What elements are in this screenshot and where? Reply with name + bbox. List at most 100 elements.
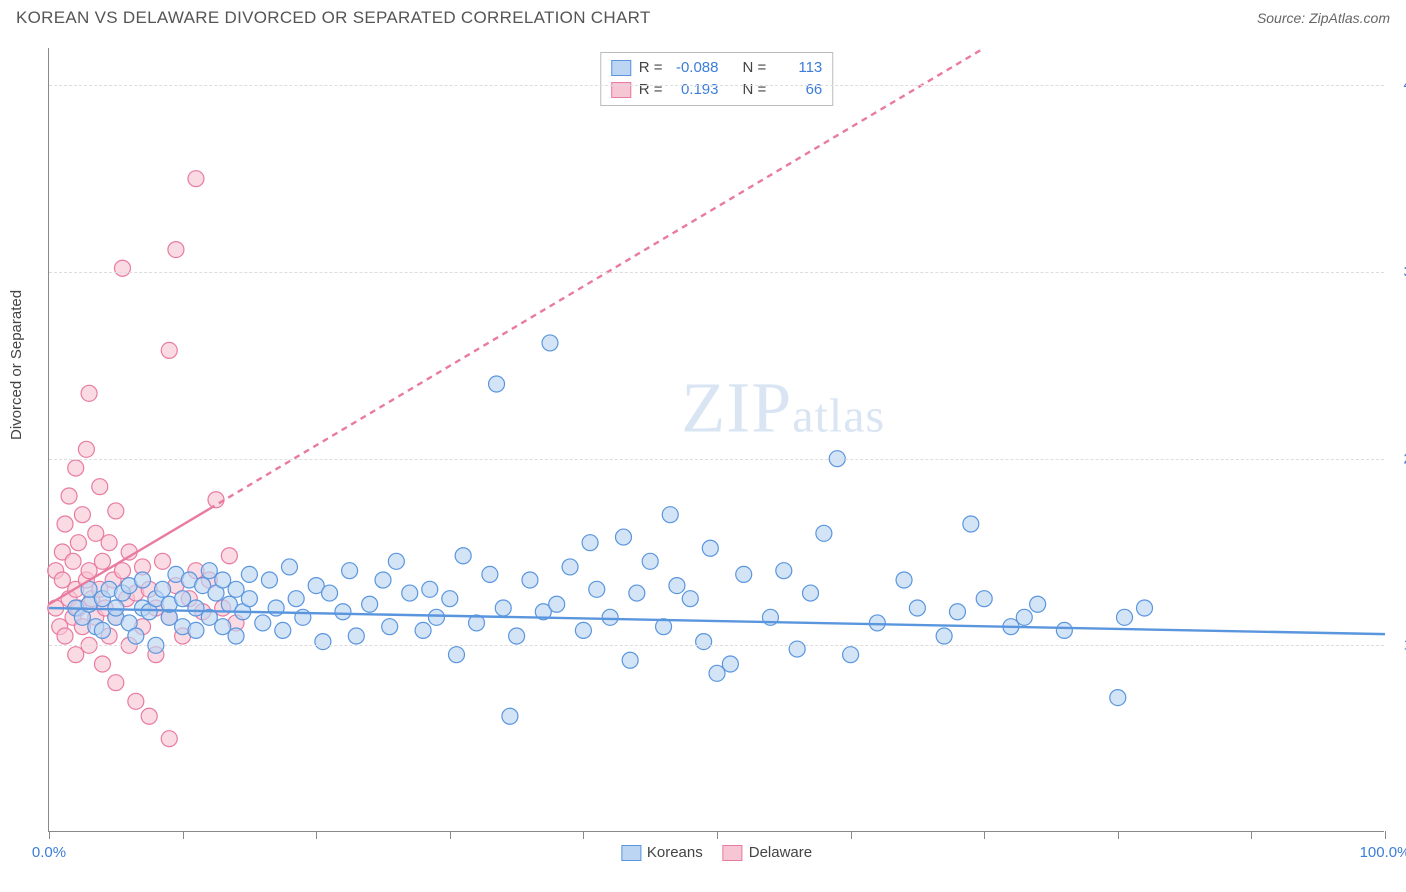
scatter-point [101,535,117,551]
scatter-point [54,572,70,588]
scatter-point [342,563,358,579]
scatter-point [275,622,291,638]
scatter-point [281,559,297,575]
y-axis-label: Divorced or Separated [8,290,25,440]
scatter-point [949,604,965,620]
xtick [316,831,317,839]
legend-label-pink: Delaware [749,844,812,861]
xtick [450,831,451,839]
legend-top-box: R = -0.088 N = 113 R = 0.193 N = 66 [600,52,834,106]
scatter-point [288,591,304,607]
scatter-point [1110,690,1126,706]
scatter-point [669,578,685,594]
legend-swatch-blue-icon [621,845,641,861]
scatter-point [241,591,257,607]
scatter-point [114,260,130,276]
xtick [1251,831,1252,839]
xtick [851,831,852,839]
scatter-point [228,628,244,644]
scatter-point [94,656,110,672]
source-label: Source: [1257,10,1309,26]
chart-plot-area: ZIPatlas R = -0.088 N = 113 R = 0.193 N … [48,48,1384,832]
scatter-point [936,628,952,644]
ytick-label: 10.0% [1392,637,1406,654]
scatter-point [702,540,718,556]
scatter-point [722,656,738,672]
scatter-point [261,572,277,588]
scatter-point [1116,609,1132,625]
scatter-point [241,566,257,582]
scatter-point [335,604,351,620]
n-label: N = [743,79,767,101]
scatter-point [92,479,108,495]
scatter-point [221,548,237,564]
scatter-point [803,585,819,601]
scatter-point [382,619,398,635]
xtick [183,831,184,839]
scatter-point [74,507,90,523]
legend-row-pink: R = 0.193 N = 66 [611,79,823,101]
scatter-point [215,572,231,588]
scatter-point [108,503,124,519]
xtick-label: 0.0% [32,844,66,861]
chart-title: KOREAN VS DELAWARE DIVORCED OR SEPARATED… [16,8,651,28]
scatter-point [896,572,912,588]
scatter-point [375,572,391,588]
scatter-point [228,581,244,597]
scatter-point [362,596,378,612]
scatter-point [575,622,591,638]
legend-bottom: Koreans Delaware [621,844,812,861]
scatter-point [629,585,645,601]
scatter-point [348,628,364,644]
scatter-point [602,609,618,625]
scatter-point [482,566,498,582]
scatter-point [168,242,184,258]
scatter-point [662,507,678,523]
legend-swatch-pink-icon [723,845,743,861]
scatter-point [428,609,444,625]
scatter-point [215,619,231,635]
trend-line [209,48,984,509]
gridline-h [49,645,1384,646]
ytick-label: 30.0% [1392,264,1406,281]
n-value-pink: 66 [774,79,822,101]
scatter-point [255,615,271,631]
xtick [984,831,985,839]
scatter-point [188,622,204,638]
scatter-point [161,342,177,358]
r-label: R = [639,57,663,79]
trend-line [49,608,1385,634]
scatter-point [388,553,404,569]
xtick [583,831,584,839]
scatter-point [128,693,144,709]
r-label: R = [639,79,663,101]
scatter-point [65,553,81,569]
scatter-point [78,441,94,457]
xtick [49,831,50,839]
scatter-point [188,171,204,187]
scatter-point [68,460,84,476]
gridline-h [49,459,1384,460]
scatter-point [81,385,97,401]
scatter-point [489,376,505,392]
scatter-point [315,634,331,650]
scatter-point [135,572,151,588]
legend-item-blue: Koreans [621,844,703,861]
scatter-point [696,634,712,650]
scatter-point [455,548,471,564]
ytick-label: 40.0% [1392,77,1406,94]
gridline-h [49,85,1384,86]
legend-swatch-blue [611,60,631,76]
scatter-point [776,563,792,579]
scatter-point [562,559,578,575]
r-value-pink: 0.193 [671,79,719,101]
scatter-point [682,591,698,607]
scatter-point [622,652,638,668]
scatter-point [1056,622,1072,638]
scatter-point [175,591,191,607]
scatter-point [909,600,925,616]
scatter-point [582,535,598,551]
xtick [1118,831,1119,839]
scatter-point [509,628,525,644]
source-value: ZipAtlas.com [1309,10,1390,26]
